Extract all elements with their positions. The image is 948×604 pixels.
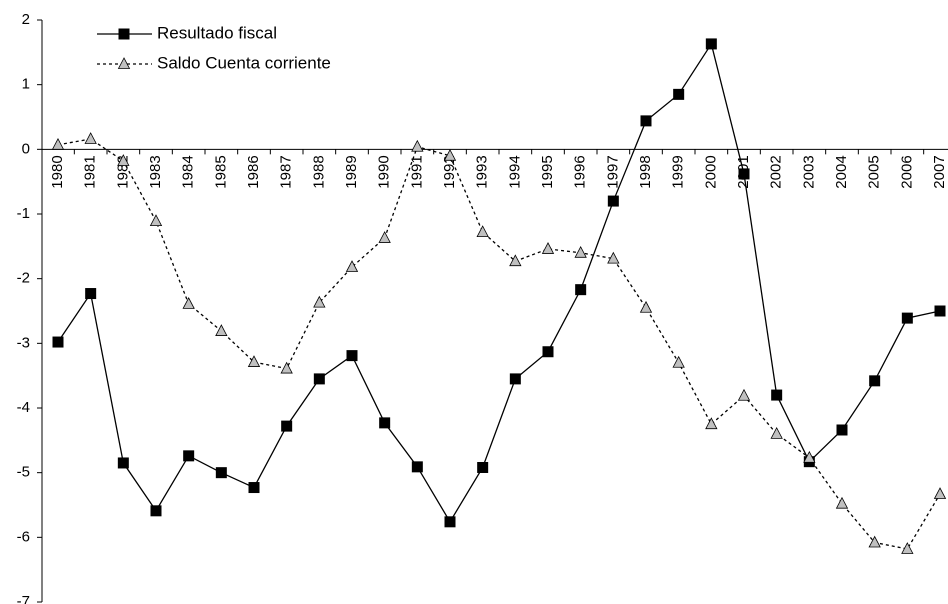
- data-point: [149, 214, 163, 227]
- data-point: [51, 137, 65, 150]
- data-point: [182, 297, 195, 309]
- data-point: [901, 312, 913, 324]
- x-tick-label: 1993: [474, 155, 491, 188]
- x-tick-label: 2006: [898, 155, 915, 188]
- data-point: [85, 288, 97, 300]
- data-point: [313, 295, 326, 308]
- x-tick-label: 2005: [866, 155, 883, 188]
- y-tick-label: -7: [17, 593, 30, 604]
- data-point: [868, 535, 881, 548]
- x-tick-label: 1994: [506, 155, 523, 188]
- data-point: [737, 388, 751, 401]
- data-point: [379, 417, 391, 429]
- data-point: [770, 427, 783, 439]
- x-tick-label: 1990: [376, 155, 393, 188]
- x-tick-label: 1981: [82, 155, 99, 188]
- x-tick-label: 1984: [180, 155, 197, 188]
- data-point: [901, 542, 914, 554]
- y-tick-label: -4: [17, 399, 30, 416]
- x-tick-label: 1997: [604, 155, 621, 188]
- x-tick-label: 2000: [702, 155, 719, 188]
- y-tick-label: -6: [17, 528, 30, 545]
- x-tick-label: 1988: [310, 155, 327, 188]
- data-point: [869, 375, 881, 387]
- data-point: [542, 346, 554, 358]
- x-tick-label: 1998: [637, 155, 654, 188]
- data-point: [835, 496, 849, 509]
- data-point: [771, 389, 783, 401]
- data-point: [444, 516, 456, 528]
- data-point: [639, 300, 653, 313]
- data-point: [509, 254, 522, 267]
- data-point: [640, 115, 652, 127]
- data-point: [183, 450, 195, 462]
- data-point: [247, 355, 261, 367]
- data-point: [607, 195, 619, 207]
- data-point: [281, 420, 293, 432]
- data-point: [345, 260, 359, 272]
- data-point: [248, 482, 260, 494]
- data-point: [476, 225, 489, 238]
- data-point: [150, 505, 162, 517]
- data-point: [705, 38, 717, 50]
- x-tick-label: 1986: [245, 155, 262, 188]
- data-point: [673, 88, 685, 100]
- series-line: [57, 138, 941, 550]
- data-point: [705, 417, 718, 430]
- data-point: [836, 424, 848, 436]
- data-point: [443, 148, 457, 161]
- data-point: [117, 154, 130, 166]
- data-point: [84, 132, 97, 144]
- x-tick-label: 2003: [800, 155, 817, 188]
- x-tick-label: 1985: [212, 155, 229, 188]
- data-point: [934, 305, 946, 317]
- data-point: [933, 487, 947, 499]
- data-point: [117, 457, 129, 469]
- data-point: [215, 324, 228, 336]
- x-tick-label: 1987: [278, 155, 295, 188]
- data-point: [411, 139, 424, 152]
- y-tick-label: 0: [22, 140, 30, 157]
- legend-marker: [117, 57, 131, 69]
- x-tick-label: 1999: [670, 155, 687, 188]
- data-point: [509, 373, 521, 385]
- data-point: [378, 231, 391, 243]
- legend-label: Saldo Cuenta corriente: [157, 53, 331, 72]
- x-tick-label: 2004: [833, 155, 850, 188]
- data-point: [575, 284, 587, 296]
- data-point: [541, 242, 555, 254]
- x-tick-label: 1991: [408, 155, 425, 188]
- data-point: [215, 467, 227, 479]
- y-tick-label: 1: [22, 76, 30, 93]
- x-tick-label: 1995: [539, 155, 556, 188]
- data-point: [313, 373, 325, 385]
- data-point: [607, 251, 620, 264]
- data-point: [280, 361, 293, 374]
- y-tick-label: -1: [17, 205, 30, 222]
- y-tick-label: -5: [17, 464, 30, 481]
- data-point: [738, 168, 750, 180]
- data-point: [411, 461, 423, 473]
- x-tick-label: 2007: [931, 155, 948, 188]
- data-point: [477, 461, 489, 473]
- x-tick-label: 1996: [572, 155, 589, 188]
- data-point: [574, 245, 587, 258]
- y-tick-label: 2: [22, 11, 30, 28]
- data-point: [346, 350, 358, 362]
- data-point: [672, 355, 685, 368]
- series-line: [57, 42, 941, 524]
- legend-label: Resultado fiscal: [157, 23, 277, 42]
- data-point: [52, 336, 64, 348]
- data-point: [803, 450, 816, 463]
- x-tick-label: 1980: [49, 155, 66, 188]
- legend-marker: [118, 28, 130, 40]
- x-tick-label: 1989: [343, 155, 360, 188]
- y-tick-label: -3: [17, 334, 30, 351]
- x-tick-label: 2002: [768, 155, 785, 188]
- y-tick-label: -2: [17, 270, 30, 287]
- x-tick-label: 1983: [147, 155, 164, 188]
